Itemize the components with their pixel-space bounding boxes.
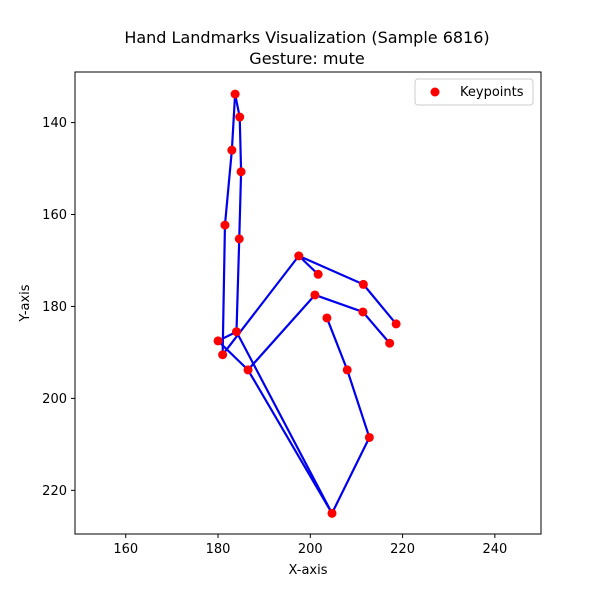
- x-axis-label: X-axis: [289, 563, 328, 578]
- keypoint: [342, 365, 352, 375]
- keypoint: [358, 307, 368, 317]
- keypoint: [227, 145, 237, 155]
- legend-keypoints-marker: [430, 87, 440, 97]
- legend-box: [414, 78, 534, 106]
- keypoint: [294, 251, 304, 261]
- skeleton-connection: [221, 223, 227, 356]
- keypoint: [231, 327, 241, 337]
- x-tick-label: 180: [206, 542, 231, 557]
- plot-frame: [74, 71, 542, 535]
- skeleton-connection: [238, 115, 243, 173]
- x-tick-label: 240: [482, 542, 507, 557]
- y-axis-ticks: 140 160 180 200 220: [42, 116, 75, 499]
- keypoint: [234, 234, 244, 244]
- skeleton-connection: [297, 254, 365, 286]
- keypoint: [218, 350, 228, 360]
- keypoint: [230, 89, 240, 99]
- keypoint: [358, 279, 368, 289]
- keypoint: [391, 319, 401, 329]
- keypoint: [220, 220, 230, 230]
- keypoint: [235, 112, 245, 122]
- keypoint: [322, 313, 332, 323]
- skeleton-connection: [330, 436, 371, 515]
- skeleton-connection: [221, 254, 300, 356]
- skeleton-connection: [230, 92, 237, 152]
- y-tick-label: 160: [42, 208, 67, 223]
- x-tick-label: 160: [113, 542, 138, 557]
- x-axis-ticks: 160 180 200 220 240: [113, 534, 507, 557]
- chart-subtitle: Gesture: mute: [249, 49, 364, 68]
- skeleton-connection: [362, 283, 398, 326]
- skeleton-connection: [235, 237, 241, 333]
- legend-keypoints-label: Keypoints: [460, 85, 524, 100]
- skeleton-connection: [238, 170, 243, 240]
- skeleton-connection: [313, 293, 365, 314]
- x-tick-label: 200: [298, 542, 323, 557]
- keypoints-layer: [213, 89, 401, 518]
- skeleton-connection: [246, 368, 334, 515]
- skeleton-connection: [346, 368, 371, 439]
- y-tick-label: 180: [42, 300, 67, 315]
- y-axis-label: Y-axis: [18, 284, 33, 322]
- legend: Keypoints: [414, 78, 534, 106]
- keypoint: [313, 269, 323, 279]
- keypoint: [327, 508, 337, 518]
- skeleton-connection: [246, 293, 317, 371]
- keypoint: [364, 432, 374, 442]
- skeleton-connection: [235, 330, 334, 515]
- keypoint: [243, 365, 253, 375]
- keypoint: [385, 338, 395, 348]
- skeleton-connection: [223, 149, 233, 227]
- skeleton-connection: [325, 316, 349, 371]
- y-tick-label: 200: [42, 392, 67, 407]
- x-tick-label: 220: [390, 542, 415, 557]
- y-tick-label: 220: [42, 484, 67, 499]
- keypoint: [236, 167, 246, 177]
- keypoint: [213, 336, 223, 346]
- y-tick-label: 140: [42, 116, 67, 131]
- keypoint: [310, 290, 320, 300]
- skeleton-connection: [361, 310, 391, 345]
- chart-title: Hand Landmarks Visualization (Sample 681…: [124, 28, 489, 47]
